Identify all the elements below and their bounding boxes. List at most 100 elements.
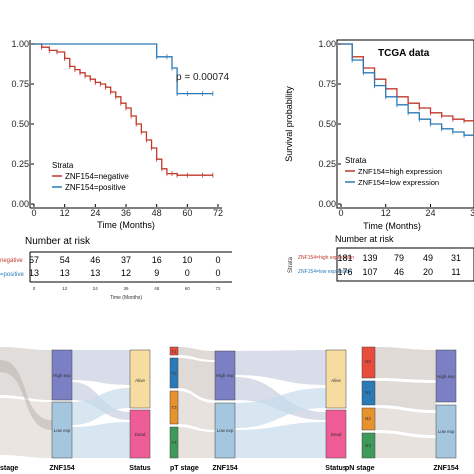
sankey1-flow-low-alive [72, 388, 130, 425]
risk2-value-0-1: 139 [362, 253, 377, 263]
risk1-title: Number at risk [25, 236, 91, 247]
risk1-value-0-3: 37 [121, 255, 131, 265]
km1-legend-title: Strata [52, 161, 74, 170]
sankey1-node-alive-label: Alive [135, 378, 145, 383]
sankey2-flow-low-dead [235, 422, 326, 458]
risk2-value-0-2: 79 [394, 253, 404, 263]
km1-xtick-label-1: 12 [60, 208, 70, 218]
risk1-value-1-5: 0 [185, 268, 190, 278]
sankey3-node-low-label: Low exp [438, 429, 455, 434]
sankey2-node-low-label: Low exp [217, 428, 234, 433]
km2-xtick-label-1: 12 [381, 208, 391, 218]
km2-ytick-label-3: 0.75 [318, 79, 336, 89]
sankey3-node-high [435, 349, 457, 403]
sankey-2: T1 T2 T3 T4 High exp Low exp Alive Dead … [169, 346, 347, 472]
km2-line-1 [341, 43, 474, 136]
sankey2-flow-t4 [178, 427, 215, 458]
sankey2-right-label: Status [325, 465, 347, 472]
risk1-value-0-4: 16 [152, 255, 162, 265]
risk1-value-0-1: 54 [60, 255, 70, 265]
sankey1-right-label: Status [129, 465, 151, 472]
risk1-value-1-6: 0 [215, 268, 220, 278]
risk2-strata-label: Strata [288, 256, 294, 273]
sankey2-node-t4-label: T4 [171, 440, 177, 445]
sankey3-left-label: pN stage [345, 465, 375, 472]
sankey2-flow-t2 [178, 358, 215, 400]
km1-series-negative [34, 43, 214, 178]
risk2-value-1-3: 20 [423, 267, 433, 277]
sankey1-node-alive [129, 349, 151, 409]
km1-p-value: p = 0.00074 [176, 72, 230, 83]
sankey1-node-high-label: High exp [53, 373, 71, 378]
km2-series-low [341, 43, 474, 138]
sankey1-node-dead-label: Dead [135, 432, 146, 437]
risk1-row-label-0: negative [0, 258, 23, 264]
risk1-value-1-3: 12 [121, 268, 131, 278]
sankey3-flow-n3 [375, 433, 436, 458]
risk-table-1: Number at risk negative =positive 57 54 46… [0, 236, 232, 301]
sankey2-node-low [214, 402, 236, 459]
km1-x-label: Time (Months) [97, 220, 155, 230]
sankey2-node-alive [325, 349, 347, 409]
risk1-xtick-label-4: 48 [154, 286, 160, 291]
sankey2-node-dead [325, 409, 347, 459]
risk1-row-label-1: =positive [0, 272, 25, 278]
sankey2-node-alive-label: Alive [331, 378, 341, 383]
sankey3-node-n1 [361, 380, 376, 406]
sankey-3: N0 N1 N2 N3 High exp Low exp pN stage ZN… [345, 346, 459, 472]
km-plot-1: 0.00 0.25 0.50 0.75 1.00 0 12 24 36 48 60 72 Time … [11, 39, 229, 230]
sankey2-node-t1 [169, 346, 179, 356]
sankey1-flow-cross [0, 360, 52, 430]
km1-ytick-label-2: 0.50 [11, 119, 29, 129]
sankey2-flow-high-alive [235, 350, 326, 385]
risk2-value-1-0: 176 [337, 267, 352, 277]
km1-ytick-label-0: 0.00 [11, 199, 29, 209]
sankey2-node-t3 [169, 390, 179, 425]
risk1-xtick-label-0: 0 [33, 286, 36, 291]
sankey2-mid-label: ZNF154 [212, 465, 237, 472]
km1-legend-positive: ZNF154=positive [65, 183, 126, 192]
sankey1-node-low [51, 401, 73, 459]
sankey1-node-low-label: Low exp [54, 428, 71, 433]
km1-xtick-label-3: 36 [121, 208, 131, 218]
sankey3-flow-n0 [375, 347, 436, 380]
sankey3-node-n0-label: N0 [365, 359, 371, 364]
sankey2-node-t1-label: T1 [171, 349, 177, 354]
km2-ytick-label-1: 0.25 [318, 159, 336, 169]
sankey1-flow-high-alive [72, 350, 130, 385]
risk1-xtick-label-2: 24 [93, 286, 99, 291]
km2-ytick-label-2: 0.50 [318, 119, 336, 129]
sankey1-flow-left-high [0, 347, 52, 400]
sankey2-left-label: pT stage [170, 465, 199, 472]
sankey3-node-n1-label: N1 [365, 390, 371, 395]
sankey3-node-high-label: High exp [437, 374, 455, 379]
risk1-value-0-2: 46 [90, 255, 100, 265]
risk1-value-0-0: 57 [29, 255, 39, 265]
risk-table-2: Number at risk Strata ZNF154=high expres… [288, 234, 474, 282]
risk1-value-1-4: 9 [154, 268, 159, 278]
risk1-xtick-label-6: 72 [215, 286, 221, 291]
km2-ytick-label-0: 0.00 [318, 199, 336, 209]
risk2-value-1-2: 46 [394, 267, 404, 277]
sankey1-node-high [51, 349, 73, 401]
sankey3-node-n3 [361, 432, 376, 459]
sankey3-node-n2 [361, 407, 376, 431]
sankey1-left-label: stage [0, 465, 18, 472]
km1-ytick-label-4: 1.00 [11, 39, 29, 49]
risk2-title: Number at risk [335, 234, 394, 244]
sankey3-node-n0 [361, 346, 376, 379]
km2-xtick-label-3: 36 [470, 208, 474, 218]
risk1-value-0-6: 0 [215, 255, 220, 265]
risk2-frame [336, 247, 474, 282]
km1-ytick-label-1: 0.25 [11, 159, 29, 169]
risk2-value-0-4: 31 [451, 253, 461, 263]
km2-y-label: Survival probability [284, 86, 294, 162]
km2-xtick-label-2: 24 [425, 208, 435, 218]
sankey2-flow-t3 [178, 391, 215, 430]
risk2-value-0-0: 181 [337, 253, 352, 263]
sankey2-node-t4 [169, 426, 179, 459]
sankey2-node-high-label: High exp [216, 373, 234, 378]
risk1-value-1-0: 13 [29, 268, 39, 278]
km2-ytick-label-4: 1.00 [318, 39, 336, 49]
